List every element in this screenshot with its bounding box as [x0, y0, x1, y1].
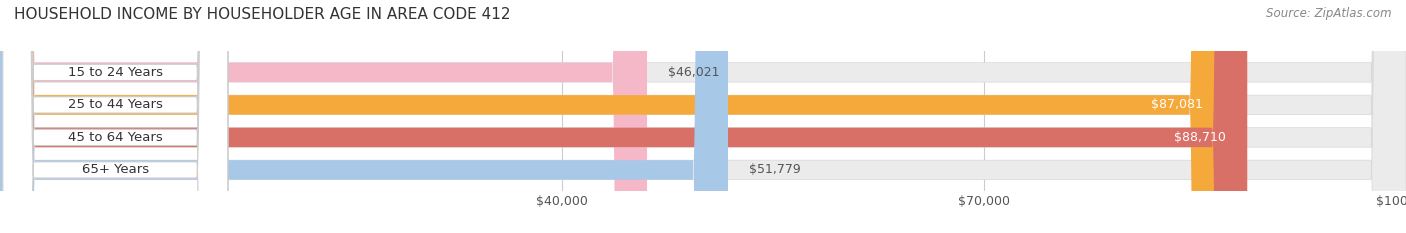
FancyBboxPatch shape	[3, 0, 228, 233]
Text: 45 to 64 Years: 45 to 64 Years	[67, 131, 163, 144]
Text: $87,081: $87,081	[1152, 98, 1204, 111]
FancyBboxPatch shape	[3, 0, 228, 233]
FancyBboxPatch shape	[0, 0, 728, 233]
FancyBboxPatch shape	[0, 0, 647, 233]
Text: $46,021: $46,021	[668, 66, 720, 79]
Text: 25 to 44 Years: 25 to 44 Years	[67, 98, 163, 111]
Text: Source: ZipAtlas.com: Source: ZipAtlas.com	[1267, 7, 1392, 20]
Text: $88,710: $88,710	[1174, 131, 1226, 144]
FancyBboxPatch shape	[3, 0, 228, 233]
Text: 65+ Years: 65+ Years	[82, 163, 149, 176]
FancyBboxPatch shape	[0, 0, 1247, 233]
Text: $51,779: $51,779	[749, 163, 801, 176]
FancyBboxPatch shape	[3, 0, 228, 233]
Text: 15 to 24 Years: 15 to 24 Years	[67, 66, 163, 79]
FancyBboxPatch shape	[0, 0, 1225, 233]
Text: HOUSEHOLD INCOME BY HOUSEHOLDER AGE IN AREA CODE 412: HOUSEHOLD INCOME BY HOUSEHOLDER AGE IN A…	[14, 7, 510, 22]
